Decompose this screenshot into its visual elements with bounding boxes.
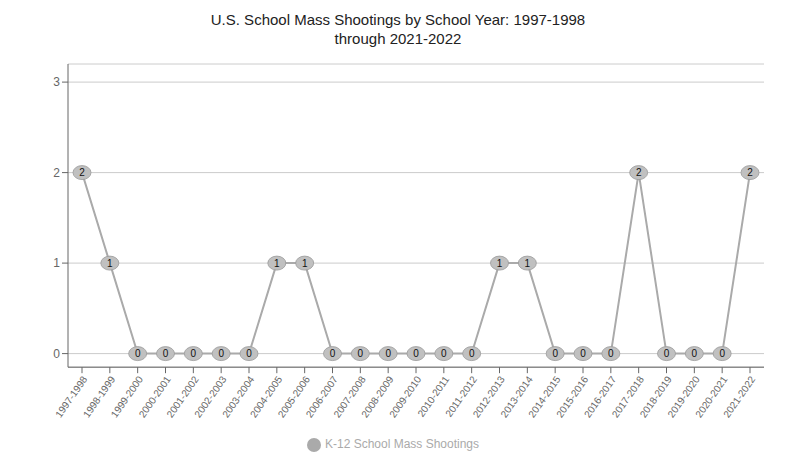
svg-text:2008-2009: 2008-2009	[359, 374, 396, 420]
svg-text:2002-2003: 2002-2003	[192, 374, 229, 420]
svg-text:0: 0	[469, 348, 475, 359]
svg-text:0: 0	[330, 348, 336, 359]
svg-text:0: 0	[246, 348, 252, 359]
svg-text:2: 2	[747, 167, 753, 178]
svg-text:1: 1	[274, 258, 280, 269]
svg-text:0: 0	[163, 348, 169, 359]
svg-text:2020-2021: 2020-2021	[693, 374, 730, 420]
svg-text:1: 1	[525, 258, 531, 269]
svg-text:0: 0	[53, 347, 60, 361]
svg-text:2013-2014: 2013-2014	[498, 374, 535, 420]
svg-text:2014-2015: 2014-2015	[526, 374, 563, 420]
svg-text:1: 1	[302, 258, 308, 269]
svg-text:0: 0	[552, 348, 558, 359]
html-text:through 2021-2022: through 2021-2022	[334, 30, 462, 47]
svg-text:2006-2007: 2006-2007	[303, 374, 340, 420]
svg-text:2015-2016: 2015-2016	[554, 374, 591, 420]
svg-text:2007-2008: 2007-2008	[331, 374, 368, 420]
html-text:K-12 School Mass Shootings: K-12 School Mass Shootings	[325, 437, 479, 452]
svg-text:1: 1	[53, 256, 60, 270]
svg-text:1: 1	[497, 258, 503, 269]
svg-text:2005-2006: 2005-2006	[275, 374, 313, 420]
svg-text:0: 0	[441, 348, 447, 359]
svg-text:0: 0	[191, 348, 197, 359]
svg-text:0: 0	[385, 348, 391, 359]
svg-text:0: 0	[135, 348, 141, 359]
svg-text:2001-2002: 2001-2002	[164, 374, 201, 420]
svg-text:0: 0	[692, 348, 698, 359]
svg-text:2000-2001: 2000-2001	[136, 374, 173, 420]
svg-text:1: 1	[107, 258, 113, 269]
svg-text:2019-2020: 2019-2020	[665, 374, 702, 420]
svg-text:0: 0	[719, 348, 725, 359]
svg-text:0: 0	[358, 348, 364, 359]
svg-text:2: 2	[79, 167, 85, 178]
html-text:U.S. School Mass Shootings by: U.S. School Mass Shootings by School Yea…	[210, 11, 586, 28]
svg-text:2009-2010: 2009-2010	[387, 374, 424, 420]
svg-text:2017-2018: 2017-2018	[609, 374, 647, 420]
svg-text:0: 0	[218, 348, 224, 359]
svg-text:0: 0	[580, 348, 586, 359]
svg-text:3: 3	[53, 75, 60, 89]
svg-text:2018-2019: 2018-2019	[637, 374, 674, 420]
svg-text:2021-2022: 2021-2022	[721, 374, 758, 420]
svg-text:2016-2017: 2016-2017	[581, 374, 619, 420]
svg-text:0: 0	[664, 348, 670, 359]
svg-text:2011-2012: 2011-2012	[443, 374, 480, 419]
svg-text:0: 0	[413, 348, 419, 359]
svg-text:2012-2013: 2012-2013	[470, 374, 507, 420]
svg-text:1999-2000: 1999-2000	[108, 374, 146, 420]
svg-text:2003-2004: 2003-2004	[220, 374, 257, 420]
svg-text:2: 2	[636, 167, 642, 178]
svg-text:2: 2	[53, 166, 60, 180]
svg-text:2010-2011: 2010-2011	[415, 374, 452, 419]
svg-text:2004-2005: 2004-2005	[247, 374, 285, 420]
svg-text:1998-1999: 1998-1999	[80, 374, 118, 420]
svg-text:0: 0	[608, 348, 614, 359]
svg-text:1997-1998: 1997-1998	[53, 374, 90, 420]
